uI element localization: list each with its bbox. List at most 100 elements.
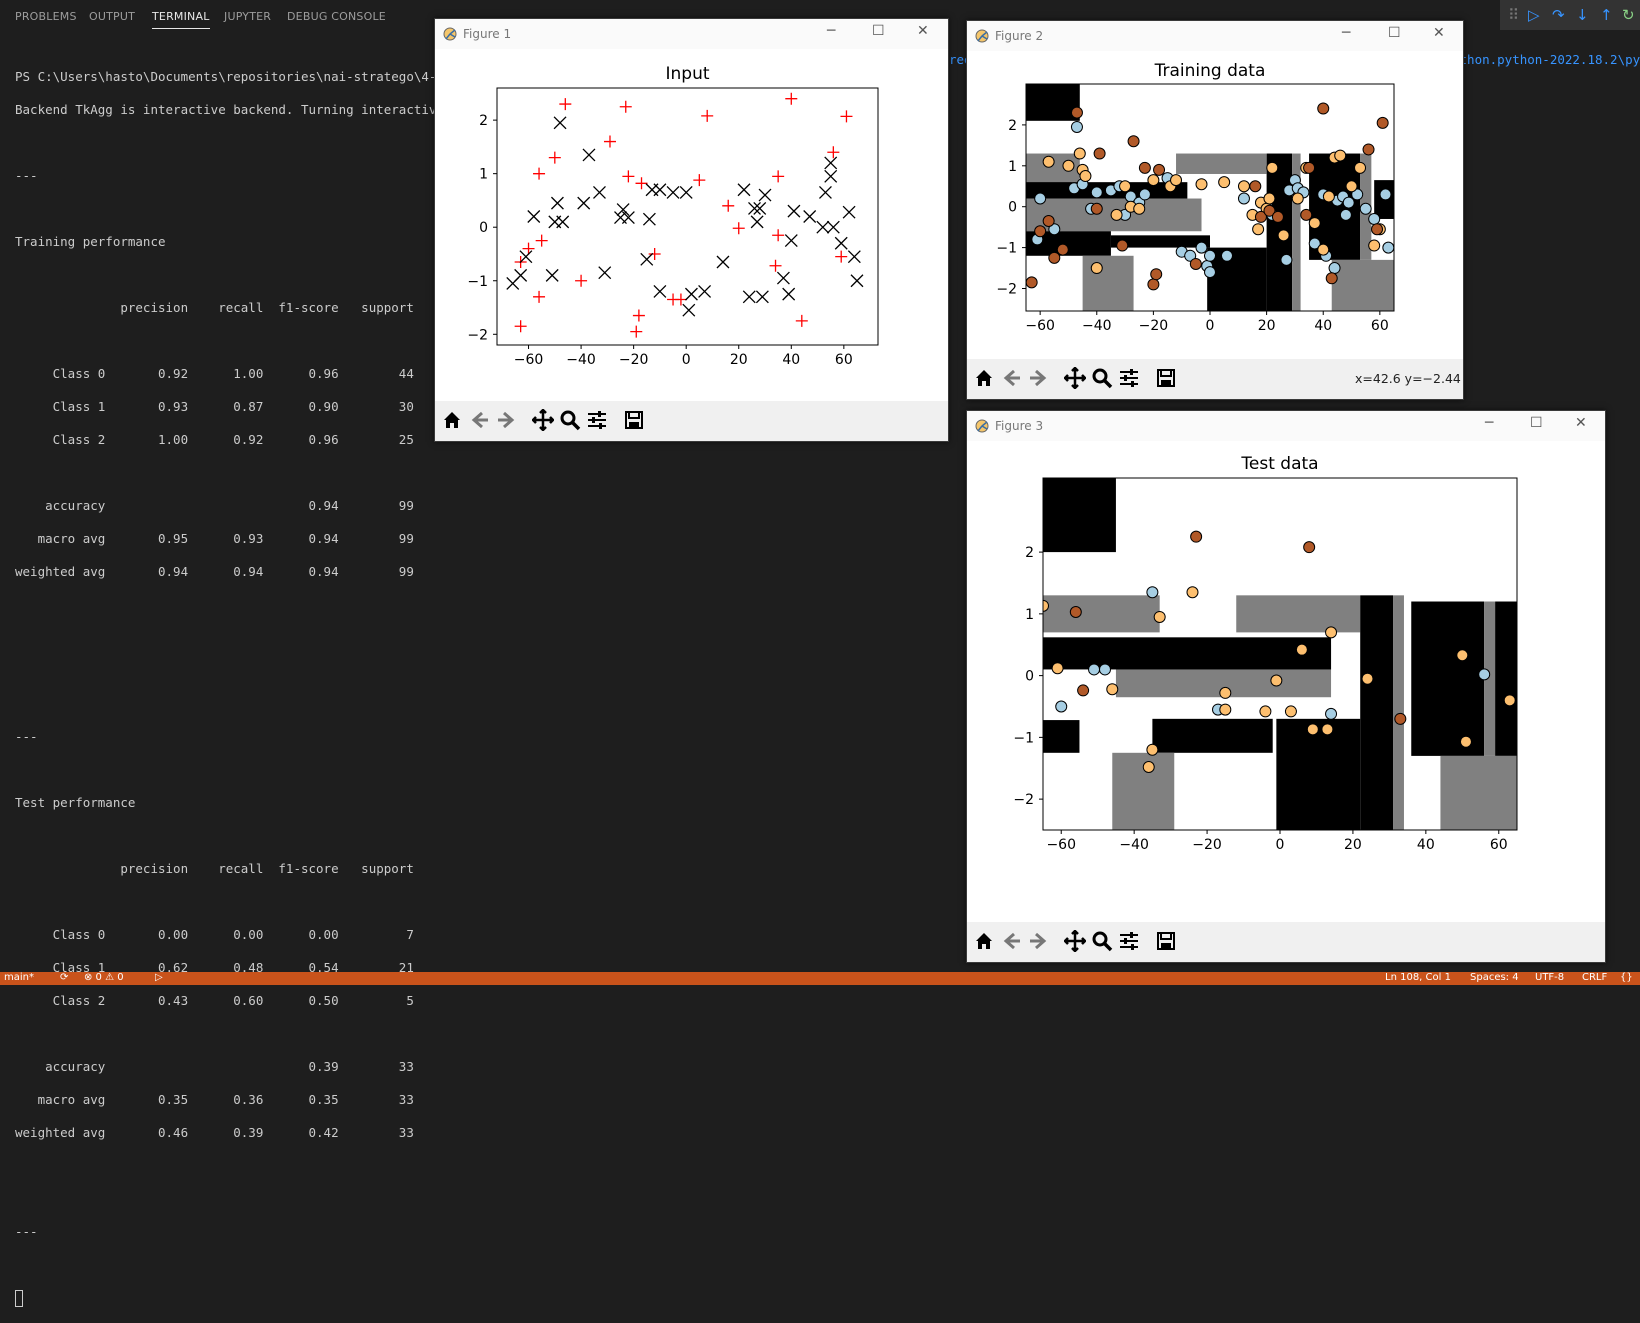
close-icon[interactable]: ✕ [1433, 25, 1445, 41]
figure-3-window[interactable]: Figure 3 ─ ☐ ✕ Test data −60 −40 −20 0 20 40 60… [966, 410, 1606, 963]
maximize-icon[interactable]: ☐ [872, 23, 885, 39]
restart-icon[interactable]: ↻ [1622, 6, 1635, 24]
decision-region [1043, 478, 1116, 553]
data-point [1026, 276, 1038, 289]
data-point [1119, 180, 1132, 193]
problems-indicator[interactable]: ⊗ 0 ⚠ 0 [84, 972, 124, 983]
pan-icon[interactable] [1063, 929, 1087, 956]
y-tick-label: 2 [479, 113, 488, 129]
save-icon[interactable] [1155, 367, 1177, 393]
plus-marker [630, 325, 643, 338]
indent-setting[interactable]: Spaces: 4 [1470, 972, 1519, 983]
forward-icon[interactable] [1027, 367, 1049, 393]
data-point [1098, 663, 1111, 676]
play-icon[interactable]: ▷ [155, 972, 163, 983]
zoom-icon[interactable] [1091, 367, 1113, 393]
plus-marker [514, 320, 527, 333]
training-row [15, 465, 467, 482]
tab-output[interactable]: OUTPUT [89, 10, 136, 23]
data-point [1219, 703, 1232, 716]
zoom-icon[interactable] [1091, 930, 1113, 956]
continue-icon[interactable]: ▷ [1528, 6, 1540, 24]
drag-handle-icon[interactable]: ⠿ [1508, 6, 1519, 24]
data-point [1116, 239, 1129, 252]
plus-marker [674, 293, 687, 306]
data-point [1459, 735, 1472, 748]
home-icon[interactable] [973, 930, 995, 956]
x-marker [514, 268, 528, 282]
branch-indicator[interactable]: main* [4, 972, 34, 983]
configure-subplots-icon[interactable] [1118, 367, 1140, 393]
data-points [1043, 530, 1516, 774]
step-out-icon[interactable]: ↑ [1600, 6, 1613, 24]
x-tick-label: 40 [782, 352, 800, 368]
data-point [1184, 249, 1197, 262]
back-icon[interactable] [1001, 367, 1023, 393]
tab-problems[interactable]: PROBLEMS [15, 10, 77, 23]
chart-title: Input [665, 64, 709, 84]
window-titlebar[interactable]: Figure 2 ─ ☐ ✕ [967, 21, 1463, 51]
maximize-icon[interactable]: ☐ [1530, 415, 1543, 431]
tab-terminal[interactable]: TERMINAL [152, 10, 210, 29]
pan-icon[interactable] [1063, 366, 1087, 393]
minimize-icon[interactable]: ─ [827, 23, 836, 39]
y-tick-label: −1 [1013, 730, 1034, 746]
window-titlebar[interactable]: Figure 3 ─ ☐ ✕ [967, 411, 1605, 441]
separator: --- [15, 728, 38, 744]
encoding[interactable]: UTF-8 [1535, 972, 1565, 983]
data-point [1110, 208, 1123, 221]
data-point [1146, 586, 1159, 599]
back-icon[interactable] [1001, 930, 1023, 956]
figure-1-window[interactable]: Figure 1 ─ ☐ ✕ Input −60 −40 −20 0 20 40 60 −2 −1… [434, 18, 949, 442]
data-point [1379, 188, 1392, 201]
step-into-icon[interactable]: ↓ [1576, 6, 1589, 24]
forward-icon[interactable] [495, 409, 517, 435]
data-point [1142, 761, 1155, 774]
data-point [1295, 643, 1308, 656]
window-titlebar[interactable]: Figure 1 ─ ☐ ✕ [435, 19, 948, 49]
y-tick-label: 1 [1025, 607, 1034, 623]
minimize-icon[interactable]: ─ [1342, 25, 1351, 41]
figure-2-window[interactable]: Figure 2 ─ ☐ ✕ Training data −60 −40 −20 0 20… [966, 20, 1464, 400]
data-point [1073, 147, 1086, 160]
home-icon[interactable] [973, 367, 995, 393]
x-marker [621, 211, 635, 225]
plus-marker [533, 290, 546, 303]
save-icon[interactable] [1155, 930, 1177, 956]
data-point [1090, 202, 1103, 215]
close-icon[interactable]: ✕ [1575, 415, 1587, 431]
step-over-icon[interactable]: ↷ [1552, 6, 1565, 24]
terminal-output[interactable]: PS C:\Users\hasto\Documents\repositories… [15, 52, 467, 1323]
data-point [1325, 707, 1338, 720]
cursor-position[interactable]: Ln 108, Col 1 [1385, 972, 1451, 983]
data-point [1321, 723, 1334, 736]
data-point [1218, 176, 1231, 189]
save-icon[interactable] [623, 409, 645, 435]
data-point [1146, 743, 1159, 756]
minimize-icon[interactable]: ─ [1485, 415, 1494, 431]
x-tick-label: 0 [682, 352, 691, 368]
sync-icon[interactable]: ⟳ [60, 972, 69, 983]
training-row: accuracy 0.94 99 [15, 497, 414, 513]
data-point [1147, 174, 1160, 187]
pan-icon[interactable] [531, 408, 555, 435]
language-mode[interactable]: {} [1620, 972, 1633, 983]
home-icon[interactable] [441, 409, 463, 435]
forward-icon[interactable] [1027, 930, 1049, 956]
y-tick-label: 2 [1008, 118, 1017, 134]
configure-subplots-icon[interactable] [1118, 930, 1140, 956]
test-row: Class 0 0.00 0.00 0.00 7 [15, 926, 414, 942]
eol[interactable]: CRLF [1582, 972, 1608, 983]
data-point [1328, 262, 1341, 275]
data-point [1308, 237, 1321, 250]
maximize-icon[interactable]: ☐ [1388, 25, 1401, 41]
close-icon[interactable]: ✕ [917, 23, 929, 39]
tab-debug-console[interactable]: DEBUG CONSOLE [287, 10, 386, 23]
x-marker [776, 271, 790, 285]
data-point [1189, 257, 1202, 270]
tab-jupyter[interactable]: JUPYTER [224, 10, 272, 23]
back-icon[interactable] [469, 409, 491, 435]
configure-subplots-icon[interactable] [586, 409, 608, 435]
matplotlib-icon [975, 29, 989, 43]
zoom-icon[interactable] [559, 409, 581, 435]
